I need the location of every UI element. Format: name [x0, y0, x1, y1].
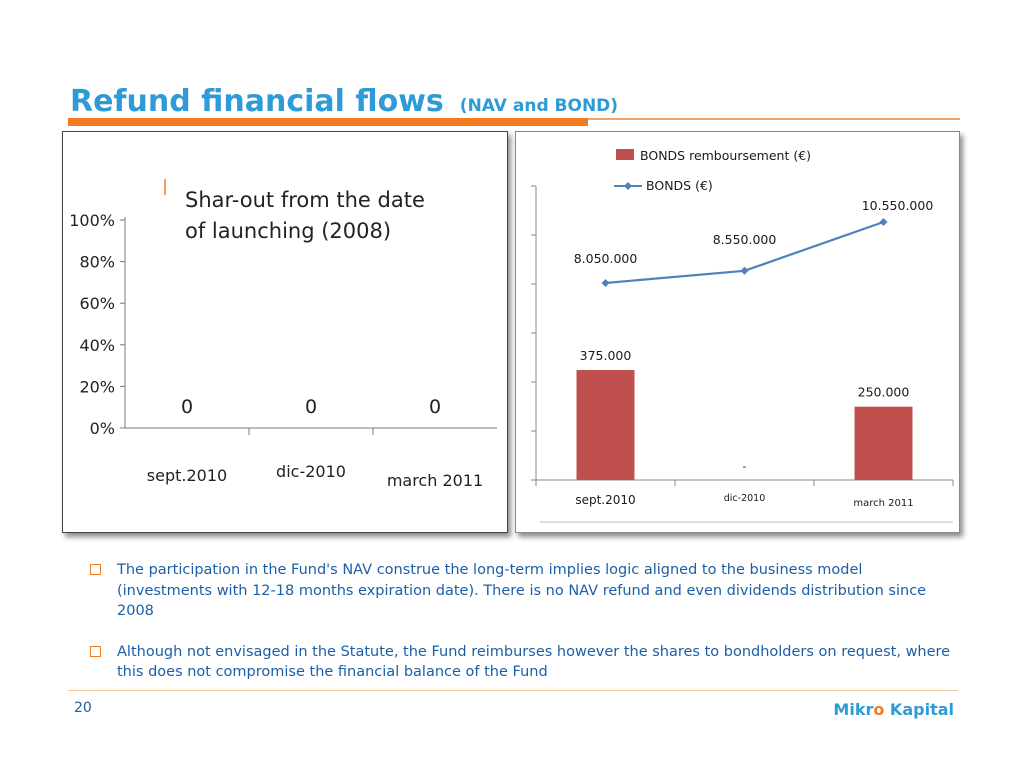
bullet-item: Although not envisaged in the Statute, t… — [88, 642, 958, 683]
data-label: 0 — [305, 396, 317, 418]
footer-divider — [68, 690, 958, 691]
brand-text-o: o — [873, 700, 885, 719]
title-underline-thick — [68, 118, 588, 126]
line-data-label: 8.550.000 — [713, 232, 777, 247]
y-tick-label: 60% — [79, 294, 115, 313]
bullet-text: Although not envisaged in the Statute, t… — [117, 643, 951, 681]
x-tick-label: march 2011 — [387, 471, 483, 490]
bullet-square-icon — [90, 645, 101, 657]
line-point — [879, 218, 888, 226]
y-tick-label: 80% — [79, 253, 115, 272]
legend-bar-label: BONDS remboursement (€) — [640, 148, 811, 163]
nav-chart: Shar-out from the date of launching (2008… — [69, 179, 497, 490]
bar — [854, 406, 913, 480]
bar — [576, 370, 635, 480]
chart-title-line: of launching (2008) — [185, 219, 391, 243]
legend-bar-swatch — [616, 149, 634, 160]
nav-chart-panel: Shar-out from the date of launching (2008… — [62, 131, 508, 533]
bullet-item: The participation in the Fund's NAV cons… — [88, 560, 958, 622]
bonds-chart-panel: BONDS remboursement (€) BONDS (€) 375.000 -… — [515, 131, 960, 533]
slide-title: Refund financial flows (NAV and BOND) — [70, 84, 618, 119]
bonds-chart: BONDS remboursement (€) BONDS (€) 375.000 -… — [531, 148, 954, 523]
line-data-label: 8.050.000 — [574, 251, 638, 266]
y-tick-label: 0% — [90, 419, 115, 438]
x-tick-label: sept.2010 — [575, 493, 635, 507]
brand-text-2: Kapital — [884, 700, 954, 719]
chart-title-line: Shar-out from the date — [185, 188, 425, 212]
y-tick-label: 20% — [79, 377, 115, 396]
x-tick-label: dic-2010 — [724, 493, 766, 504]
legend-line-marker — [624, 182, 632, 190]
data-label: 0 — [181, 396, 193, 418]
x-tick-label: march 2011 — [853, 498, 913, 509]
bullet-square-icon — [90, 564, 101, 575]
slide-title-main: Refund financial flows — [70, 84, 444, 119]
line-point — [601, 279, 610, 287]
slide-title-subtitle: (NAV and BOND) — [459, 96, 619, 116]
y-tick-label: 100% — [69, 211, 115, 230]
legend-line-label: BONDS (€) — [646, 178, 713, 193]
title-underline-thin — [588, 118, 960, 120]
line-point — [740, 266, 749, 275]
bullet-text: The participation in the Fund's NAV cons… — [117, 562, 927, 619]
bar-data-label: 375.000 — [580, 348, 632, 363]
brand-logo: Mikro Kapital — [833, 700, 954, 719]
x-tick-label: dic-2010 — [276, 462, 346, 481]
data-label: 0 — [429, 396, 441, 418]
page-number: 20 — [74, 700, 92, 716]
x-tick-label: sept.2010 — [147, 466, 227, 485]
bullet-list: The participation in the Fund's NAV cons… — [88, 560, 958, 703]
line-data-label: 10.550.000 — [862, 198, 934, 213]
brand-text-1: Mikr — [833, 700, 874, 719]
bar-data-label: - — [743, 460, 747, 473]
y-tick-label: 40% — [79, 336, 115, 355]
bar-data-label: 250.000 — [858, 385, 910, 400]
